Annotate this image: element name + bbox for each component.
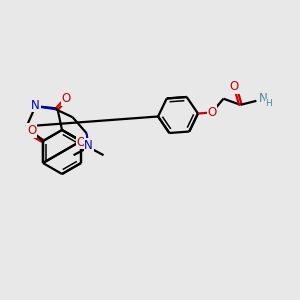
Text: O: O bbox=[230, 80, 239, 93]
Text: H: H bbox=[265, 99, 272, 108]
Text: N: N bbox=[259, 92, 268, 105]
Text: O: O bbox=[27, 124, 36, 137]
Text: O: O bbox=[76, 136, 86, 148]
Text: O: O bbox=[207, 106, 217, 119]
Text: N: N bbox=[31, 99, 40, 112]
Text: O: O bbox=[61, 92, 71, 105]
Text: N: N bbox=[84, 139, 93, 152]
